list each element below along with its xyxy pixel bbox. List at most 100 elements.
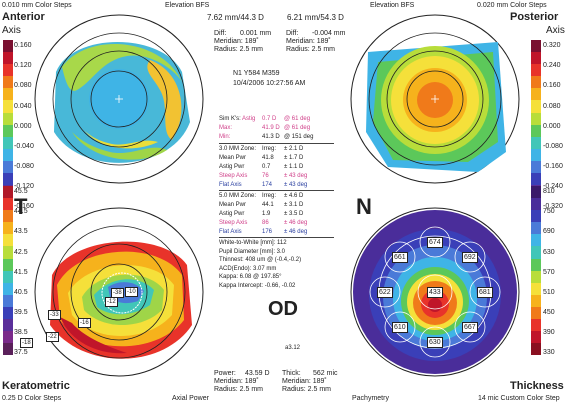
- scale-swatch: [531, 124, 541, 137]
- scale-swatch: [3, 198, 13, 211]
- anterior-elevation-map[interactable]: [32, 12, 206, 186]
- scale-swatch: [3, 173, 13, 186]
- scale-swatch: [3, 40, 13, 53]
- scale-swatch: [3, 52, 13, 65]
- pachymetry-label: Pachymetry: [352, 395, 389, 402]
- scale-tick-label: 690: [543, 228, 555, 236]
- scale-swatch: [531, 40, 541, 53]
- scale-swatch: [3, 343, 13, 356]
- posterior-elevation-map[interactable]: [348, 12, 522, 186]
- power-value: 43.59 D: [245, 370, 270, 377]
- scale-swatch: [3, 319, 13, 332]
- power-radius: Radius: 2.5 mm: [214, 386, 264, 393]
- scale-swatch: [531, 148, 541, 161]
- simk-label: Sim K's:: [219, 116, 241, 122]
- zone-row-value: 176: [262, 229, 273, 235]
- zone-row-deviation: ± 3.1 D: [284, 202, 304, 208]
- scale-swatch: [531, 222, 541, 235]
- nasal-letter: N: [356, 194, 372, 219]
- simk-max-value: 41.9 D: [262, 125, 280, 131]
- misc-measurement: Kappa: 6.08 @ 197.85°: [219, 274, 282, 280]
- keratometric-value-cell: -10: [125, 287, 138, 297]
- scale-tick-label: 0.160: [543, 82, 561, 90]
- scale-tick-label: 0.160: [14, 42, 32, 49]
- zone-row-label: Flat Axis: [219, 229, 242, 235]
- scale-swatch: [531, 198, 541, 211]
- posterior-color-steps: 0.020 mm Color Steps: [477, 2, 547, 9]
- scale-swatch: [3, 234, 13, 247]
- scale-tick-label: 750: [543, 208, 555, 216]
- keratometric-value-cell: -38: [111, 288, 124, 298]
- scale-tick-label: 37.5: [14, 349, 28, 357]
- posterior-diff-value: -0.004 mm: [312, 30, 346, 37]
- scale-swatch: [531, 234, 541, 247]
- thick-radius: Radius: 2.5 mm: [282, 386, 332, 393]
- scale-swatch: [3, 124, 13, 137]
- keratometric-value-cell: -16: [78, 318, 91, 328]
- scale-tick-label: 39.5: [14, 309, 28, 317]
- simk-max-label: Max:: [219, 125, 233, 131]
- scale-tick-label: 0.120: [14, 62, 32, 70]
- keratometric-value-cell: -33: [48, 310, 61, 320]
- thickness-value-cell: 433: [427, 287, 443, 298]
- thickness-value-cell: 692: [462, 252, 478, 263]
- scale-swatch: [3, 270, 13, 283]
- scale-swatch: [531, 136, 541, 149]
- scale-swatch: [531, 282, 541, 295]
- scale-swatch: [3, 76, 13, 89]
- simk-astig-label: Astig: [242, 116, 256, 122]
- zone-row-value: 174: [262, 182, 273, 188]
- scale-tick-label: 42.5: [14, 248, 28, 256]
- zone-row-deviation: ± 43 deg: [284, 182, 308, 188]
- scale-swatch: [3, 331, 13, 344]
- zone-row-label: Mean Pwr: [219, 202, 247, 208]
- zone5-irreg-value: ± 4.6 D: [284, 193, 304, 199]
- zone-row-value: 86: [262, 220, 269, 226]
- zone-row-label: Astig Pwr: [219, 211, 245, 217]
- scale-swatch: [531, 270, 541, 283]
- zone-row-label: Astig Pwr: [219, 164, 245, 170]
- zone-row-deviation: ± 46 deg: [284, 220, 308, 226]
- scale-swatch: [3, 160, 13, 174]
- scale-tick-label: -0.080: [14, 163, 34, 171]
- scale-swatch: [531, 173, 541, 186]
- keratometric-color-steps: 0.25 D Color Steps: [2, 395, 62, 402]
- thickness-value-cell: 674: [427, 237, 443, 248]
- zone-row-label: Steep Axis: [219, 220, 248, 226]
- power-meridian: Meridian: 189˚: [214, 378, 259, 385]
- thick-meridian: Meridian: 189˚: [282, 378, 327, 385]
- anterior-label: Anterior: [2, 11, 45, 23]
- scale-tick-label: 45.5: [14, 188, 28, 195]
- zone3-irreg-label: Irreg:: [262, 146, 277, 152]
- divider: [219, 143, 334, 144]
- scale-tick-label: 0.000: [14, 122, 32, 130]
- scale-swatch: [531, 319, 541, 332]
- simk-min-value: 41.3 D: [262, 134, 280, 140]
- simk-min-axis: @ 151 deg: [284, 134, 314, 140]
- scale-swatch: [531, 88, 541, 101]
- keratometric-axial-map[interactable]: [32, 205, 206, 379]
- zone-row-value: 41.8: [262, 155, 274, 161]
- misc-measurement: Kappa Intercept: -0.66, -0.02: [219, 282, 296, 289]
- thickness-value-cell: 667: [462, 322, 478, 333]
- scale-swatch: [531, 210, 541, 223]
- scale-swatch: [3, 148, 13, 161]
- scale-tick-label: 0.240: [543, 62, 561, 70]
- posterior-elevation-bfs: Elevation BFS: [370, 2, 415, 9]
- scale-tick-label: 40.5: [14, 288, 28, 296]
- zone5-irreg-label: Irreg:: [262, 193, 277, 199]
- keratometric-label: Keratometric: [2, 380, 70, 392]
- software-version: a3.12: [285, 345, 301, 351]
- thickness-value-cell: 661: [392, 252, 408, 263]
- scale-swatch: [3, 136, 13, 149]
- scale-tick-label: 570: [543, 268, 555, 276]
- scale-swatch: [531, 64, 541, 77]
- scale-swatch: [531, 186, 541, 199]
- thickness-value-cell: 681: [477, 287, 493, 298]
- scale-tick-label: -0.160: [543, 163, 563, 171]
- scale-tick-label: 330: [543, 349, 555, 357]
- anterior-elevation-bfs: Elevation BFS: [165, 2, 210, 9]
- scale-swatch: [531, 112, 541, 125]
- misc-measurement: Thinnest: 408 um @ (-0.4,-0.2): [219, 257, 302, 263]
- posterior-diff-radius: Radius: 2.5 mm: [286, 46, 336, 53]
